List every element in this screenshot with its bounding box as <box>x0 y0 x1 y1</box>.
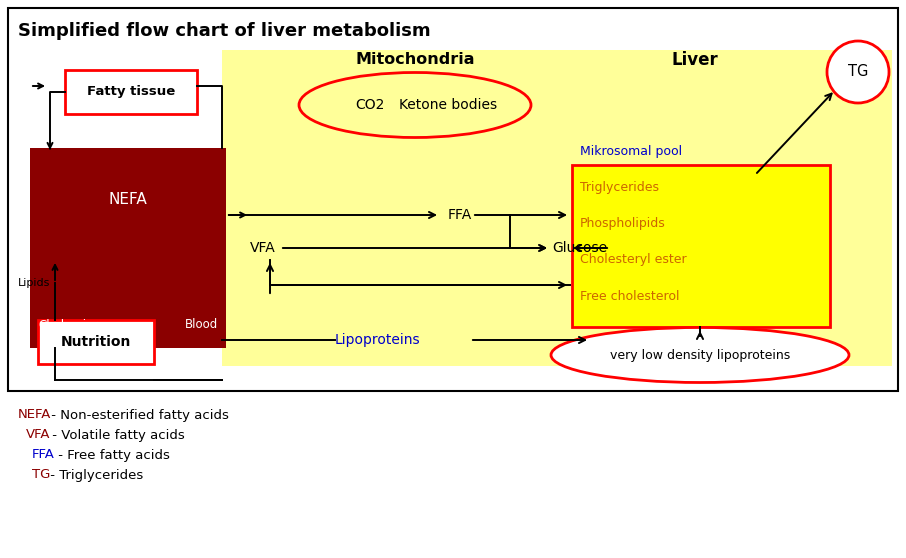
Ellipse shape <box>299 73 531 137</box>
Text: FFA: FFA <box>32 449 55 461</box>
Text: CO2: CO2 <box>355 98 385 112</box>
Text: - Non-esterified fatty acids: - Non-esterified fatty acids <box>47 408 228 421</box>
Text: Lipids: Lipids <box>18 278 51 288</box>
Text: - Triglycerides: - Triglycerides <box>46 469 144 482</box>
Text: - Free fatty acids: - Free fatty acids <box>53 449 169 461</box>
Text: TG: TG <box>848 65 868 79</box>
Text: Glucose: Glucose <box>552 241 607 255</box>
Text: Mitochondria: Mitochondria <box>355 52 475 68</box>
Text: Nutrition: Nutrition <box>61 335 131 349</box>
Text: FFA: FFA <box>448 208 472 222</box>
Bar <box>222 50 892 366</box>
Text: NEFA: NEFA <box>109 193 148 208</box>
Text: Blood: Blood <box>185 319 218 331</box>
Text: Lipoproteins: Lipoproteins <box>335 333 420 347</box>
Text: TG: TG <box>32 469 51 482</box>
Text: - Volatile fatty acids: - Volatile fatty acids <box>48 429 184 441</box>
Text: VFA: VFA <box>26 429 51 441</box>
Text: Phospholipids: Phospholipids <box>580 218 666 230</box>
Bar <box>38 320 154 364</box>
Text: Ketone bodies: Ketone bodies <box>399 98 497 112</box>
Text: Simplified flow chart of liver metabolism: Simplified flow chart of liver metabolis… <box>18 22 430 40</box>
Ellipse shape <box>827 41 889 103</box>
Text: Triglycerides: Triglycerides <box>580 181 659 195</box>
Bar <box>65 70 197 114</box>
Text: NEFA: NEFA <box>18 408 52 421</box>
Text: Free cholesterol: Free cholesterol <box>580 290 680 302</box>
Text: Fatty tissue: Fatty tissue <box>87 85 175 99</box>
Text: Liver: Liver <box>671 51 718 69</box>
Bar <box>8 8 898 391</box>
Ellipse shape <box>551 328 849 382</box>
Bar <box>572 165 830 327</box>
Text: VFA: VFA <box>250 241 275 255</box>
Text: Mikrosomal pool: Mikrosomal pool <box>580 146 682 158</box>
Text: Chylomicrons: Chylomicrons <box>38 319 118 331</box>
Bar <box>30 148 226 348</box>
Text: very low density lipoproteins: very low density lipoproteins <box>610 349 790 362</box>
Text: Cholesteryl ester: Cholesteryl ester <box>580 253 687 267</box>
